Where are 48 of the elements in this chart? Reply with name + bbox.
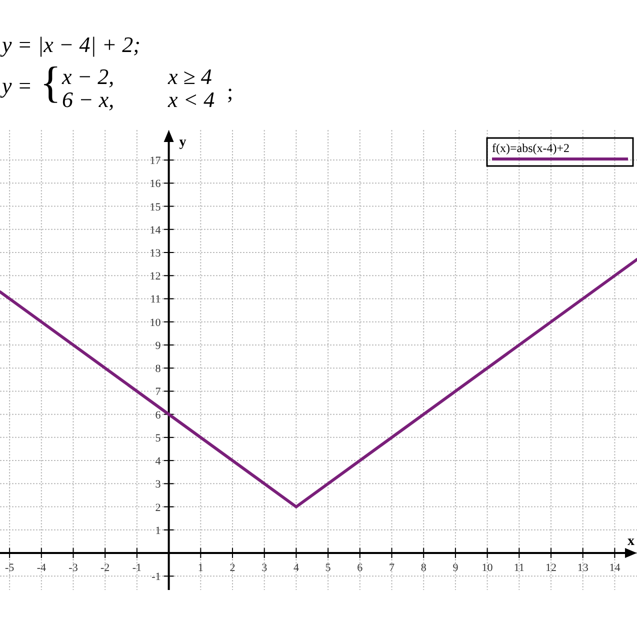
x-tick-label: -1: [132, 562, 142, 574]
y-tick-label: 9: [155, 340, 162, 352]
x-tick-label: 3: [262, 562, 268, 574]
x-axis-title: x: [628, 534, 634, 550]
y-tick-label: 1: [155, 524, 161, 537]
y-tick-label: 4: [155, 456, 162, 468]
y-tick-label: 3: [155, 478, 162, 491]
y-tick-label: 14: [150, 224, 162, 236]
y-axis-title: y: [179, 135, 186, 150]
x-tick-label: 11: [514, 562, 524, 574]
x-tick-label: 9: [452, 562, 459, 574]
x-tick-label: -3: [68, 562, 78, 574]
y-tick-label: 6: [155, 409, 162, 422]
y-tick-label: 13: [150, 248, 162, 260]
text: ;: [227, 79, 234, 104]
y-tick-label: 7: [155, 386, 162, 398]
x-tick-label: 6: [357, 562, 364, 574]
text: x < 4: [167, 87, 215, 112]
x-tick-label: 8: [420, 562, 427, 574]
y-tick-label: 11: [150, 294, 161, 306]
text: f(x)=abs(x-4)+2: [492, 141, 570, 155]
x-tick-label: 12: [546, 562, 557, 574]
text: 6 − x,: [62, 87, 114, 112]
x-tick-label: 13: [577, 562, 589, 574]
text: {: [40, 58, 62, 107]
y-tick-label: 2: [155, 502, 161, 514]
x-tick-label: 2: [230, 562, 236, 574]
text: y =: [0, 73, 32, 98]
y-tick-label: -1: [152, 571, 161, 584]
y-tick-label: 5: [155, 432, 162, 444]
x-tick-label: 14: [609, 562, 621, 574]
y-tick-label: 17: [150, 155, 162, 168]
chart-title: y = |x − 4| + 2;: [0, 32, 140, 57]
y-tick-label: 16: [150, 178, 162, 190]
y-tick-label: 10: [150, 316, 162, 329]
x-tick-label: 7: [389, 562, 396, 574]
x-tick-label: -4: [36, 562, 46, 574]
x-tick-label: 5: [325, 562, 332, 574]
x-tick-label: 4: [293, 562, 300, 574]
x-tick-label: 10: [482, 562, 494, 574]
x-tick-label: -5: [4, 562, 15, 574]
y-tick-label: 8: [155, 363, 162, 376]
y-tick-label: 15: [150, 201, 162, 214]
text: x − 2,: [61, 64, 114, 89]
x-tick-label: 1: [198, 562, 204, 574]
x-tick-label: -2: [100, 562, 110, 574]
text: x ≥ 4: [167, 64, 212, 89]
y-tick-label: 12: [150, 270, 161, 283]
